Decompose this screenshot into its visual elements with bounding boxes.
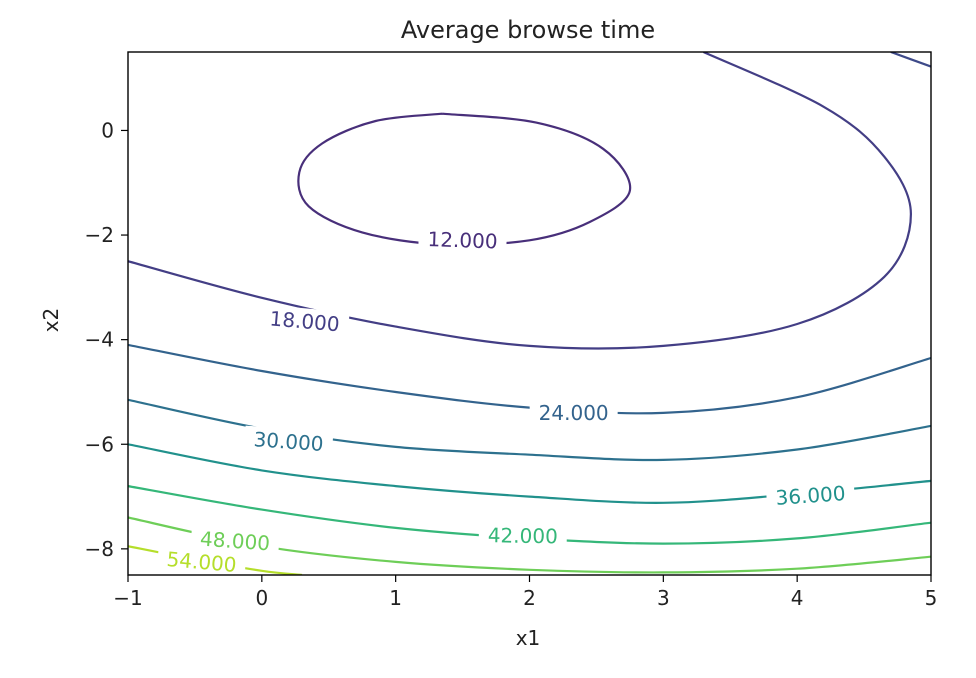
contour-label-gap <box>259 304 350 339</box>
y-axis-label: x2 <box>39 308 63 333</box>
contour-label-gap <box>765 479 856 512</box>
contour-label: 12.000 <box>427 227 498 253</box>
contour-label-gap <box>190 524 280 558</box>
contour-label: 36.000 <box>775 481 846 510</box>
x-tick-label: 5 <box>925 586 938 610</box>
y-tick-label: −8 <box>85 537 114 561</box>
contour-label: 54.000 <box>166 547 238 577</box>
x-tick-label: 4 <box>791 586 804 610</box>
x-tick-label: −1 <box>113 586 142 610</box>
x-tick-label: 1 <box>389 586 402 610</box>
contour-labels: 12.00018.00024.00030.00036.00042.00048.0… <box>156 225 856 577</box>
x-tick-label: 2 <box>523 586 536 610</box>
contour-line-unlabeled-2 <box>890 52 931 68</box>
y-tick-label: −2 <box>85 223 114 247</box>
chart-title: Average browse time <box>401 16 655 44</box>
contour-label-gap <box>156 545 247 575</box>
y-tick-label: 0 <box>101 118 114 142</box>
contour-line-24-000 <box>128 343 931 415</box>
contour-label-gap <box>478 522 568 550</box>
contour-label: 24.000 <box>539 401 609 425</box>
contour-label-gap <box>418 225 508 255</box>
contour-label: 42.000 <box>488 523 558 548</box>
y-tick-label: −6 <box>85 432 114 456</box>
contour-label-gap <box>529 399 618 426</box>
contour-label-gap <box>243 425 334 458</box>
y-axis: 0 −2 −4 −6 −8 <box>85 118 128 561</box>
x-axis: −1 0 1 2 3 4 5 <box>113 575 937 610</box>
x-axis-label: x1 <box>516 626 541 650</box>
y-tick-label: −4 <box>85 328 114 352</box>
x-tick-label: 3 <box>657 586 670 610</box>
contour-label: 30.000 <box>253 427 324 456</box>
x-tick-label: 0 <box>255 586 268 610</box>
